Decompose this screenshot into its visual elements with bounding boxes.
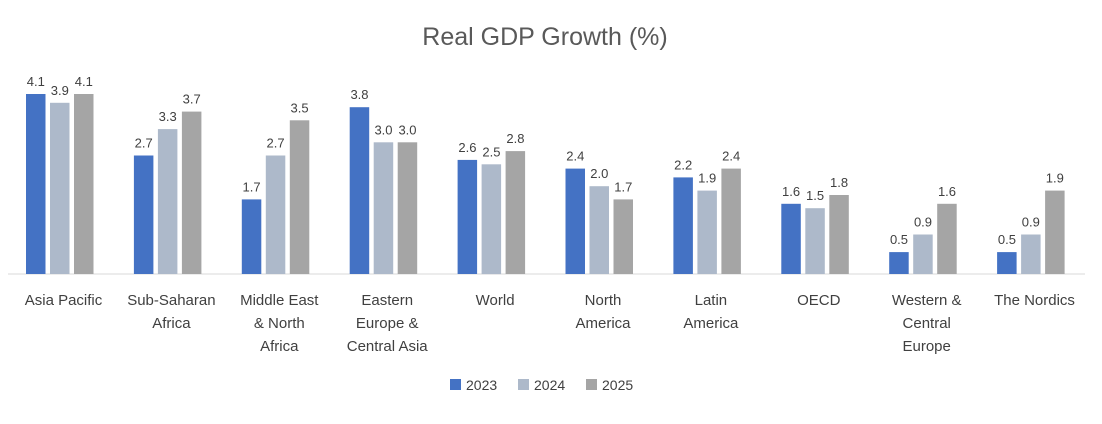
data-label-2023-5: 2.4: [566, 149, 584, 164]
data-label-2025-0: 4.1: [75, 74, 93, 89]
bar-2023-7: [781, 203, 801, 274]
x-tick-label-8-1: Central: [903, 315, 951, 332]
data-label-2023-0: 4.1: [27, 74, 45, 89]
data-label-2025-7: 1.8: [830, 175, 848, 190]
data-label-2023-3: 3.8: [350, 87, 368, 102]
legend-swatch-2025: [586, 379, 597, 390]
data-label-2024-1: 3.3: [159, 109, 177, 124]
data-label-2024-3: 3.0: [374, 122, 392, 137]
legend-label-2025: 2025: [602, 377, 633, 393]
x-tick-label-6-0: Latin: [695, 292, 728, 309]
x-tick-label-5-0: North: [585, 292, 622, 309]
data-label-2024-2: 2.7: [267, 136, 285, 151]
data-label-2025-4: 2.8: [506, 131, 524, 146]
legend-label-2023: 2023: [466, 377, 497, 393]
bar-2023-3: [349, 107, 370, 274]
data-label-2025-3: 3.0: [398, 122, 416, 137]
data-label-2023-1: 2.7: [135, 136, 153, 151]
data-label-2023-2: 1.7: [243, 179, 261, 194]
bar-2023-8: [889, 252, 909, 274]
x-tick-label-4-0: World: [476, 292, 515, 309]
bar-2024-3: [373, 142, 394, 274]
legend-swatch-2023: [450, 379, 461, 390]
data-label-2023-8: 0.5: [890, 232, 908, 247]
data-label-2024-5: 2.0: [590, 166, 608, 181]
legend-label-2024: 2024: [534, 377, 565, 393]
legend: 2023 2024 2025: [450, 377, 633, 393]
x-tick-label-5-1: America: [575, 315, 631, 332]
x-tick-label-3-1: Europe &: [356, 315, 419, 332]
bar-2024-5: [589, 186, 609, 274]
x-tick-label-2-2: Africa: [260, 338, 299, 355]
x-tick-label-3-0: Eastern: [361, 292, 413, 309]
x-tick-label-8-2: Europe: [903, 338, 951, 355]
bar-2025-7: [829, 195, 849, 274]
x-tick-label-9-0: The Nordics: [994, 292, 1075, 309]
x-tick-label-7-0: OECD: [797, 292, 841, 309]
x-tick-label-0-0: Asia Pacific: [25, 292, 103, 309]
bar-2025-2: [289, 120, 310, 274]
bars-group: [26, 94, 1065, 275]
bar-2024-4: [481, 164, 502, 275]
bar-2025-9: [1045, 190, 1065, 274]
x-tick-label-1-1: Africa: [152, 315, 191, 332]
bar-2025-1: [181, 111, 202, 274]
chart-title: Real GDP Growth (%): [422, 23, 667, 51]
bar-2024-1: [157, 129, 178, 274]
data-label-2024-8: 0.9: [914, 215, 932, 230]
data-label-2023-9: 0.5: [998, 232, 1016, 247]
data-label-2025-9: 1.9: [1046, 171, 1064, 186]
bar-2025-6: [721, 168, 741, 274]
data-label-2023-6: 2.2: [674, 157, 692, 172]
x-tick-label-3-2: Central Asia: [347, 338, 429, 355]
bar-2025-0: [74, 94, 94, 274]
legend-swatch-2024: [518, 379, 529, 390]
data-label-2025-2: 3.5: [291, 100, 309, 115]
x-tick-label-2-1: & North: [254, 315, 305, 332]
data-label-2023-7: 1.6: [782, 184, 800, 199]
data-label-2023-4: 2.6: [458, 140, 476, 155]
data-label-2025-8: 1.6: [938, 184, 956, 199]
bar-2023-6: [673, 177, 693, 274]
bar-2023-9: [997, 252, 1017, 274]
bar-2023-1: [133, 155, 154, 274]
bar-2024-6: [697, 190, 717, 274]
bar-2024-7: [805, 208, 825, 274]
bar-2023-0: [26, 94, 46, 274]
data-label-2025-1: 3.7: [183, 92, 201, 107]
data-label-2024-9: 0.9: [1022, 215, 1040, 230]
bar-2025-3: [397, 142, 418, 274]
x-tick-label-8-0: Western &: [892, 292, 962, 309]
bar-2024-0: [50, 102, 70, 274]
bar-2024-8: [913, 234, 933, 274]
data-label-2024-4: 2.5: [482, 144, 500, 159]
bar-2025-5: [613, 199, 633, 274]
data-labels-group: 4.1 3.9 4.1 2.7 3.3 3.7 1.7 2.7 3.5 3.8 3.0 3.0 2.6 2…: [27, 74, 1064, 247]
data-label-2024-6: 1.9: [698, 171, 716, 186]
bar-2025-4: [505, 151, 526, 274]
x-tick-label-2-0: Middle East: [240, 292, 319, 309]
bar-2023-4: [457, 159, 478, 274]
bar-2025-8: [937, 203, 957, 274]
bar-2023-2: [241, 199, 262, 274]
data-label-2024-0: 3.9: [51, 83, 69, 98]
bar-2024-9: [1021, 234, 1041, 274]
data-label-2024-7: 1.5: [806, 188, 824, 203]
data-label-2025-5: 1.7: [614, 179, 632, 194]
x-tick-labels-group: Asia Pacific Sub-Saharan Africa Middle East…: [25, 292, 1075, 355]
bar-2024-2: [265, 155, 286, 274]
bar-2023-5: [565, 168, 585, 274]
data-label-2025-6: 2.4: [722, 149, 740, 164]
x-tick-label-6-1: America: [683, 315, 739, 332]
x-tick-label-1-0: Sub-Saharan: [127, 292, 215, 309]
